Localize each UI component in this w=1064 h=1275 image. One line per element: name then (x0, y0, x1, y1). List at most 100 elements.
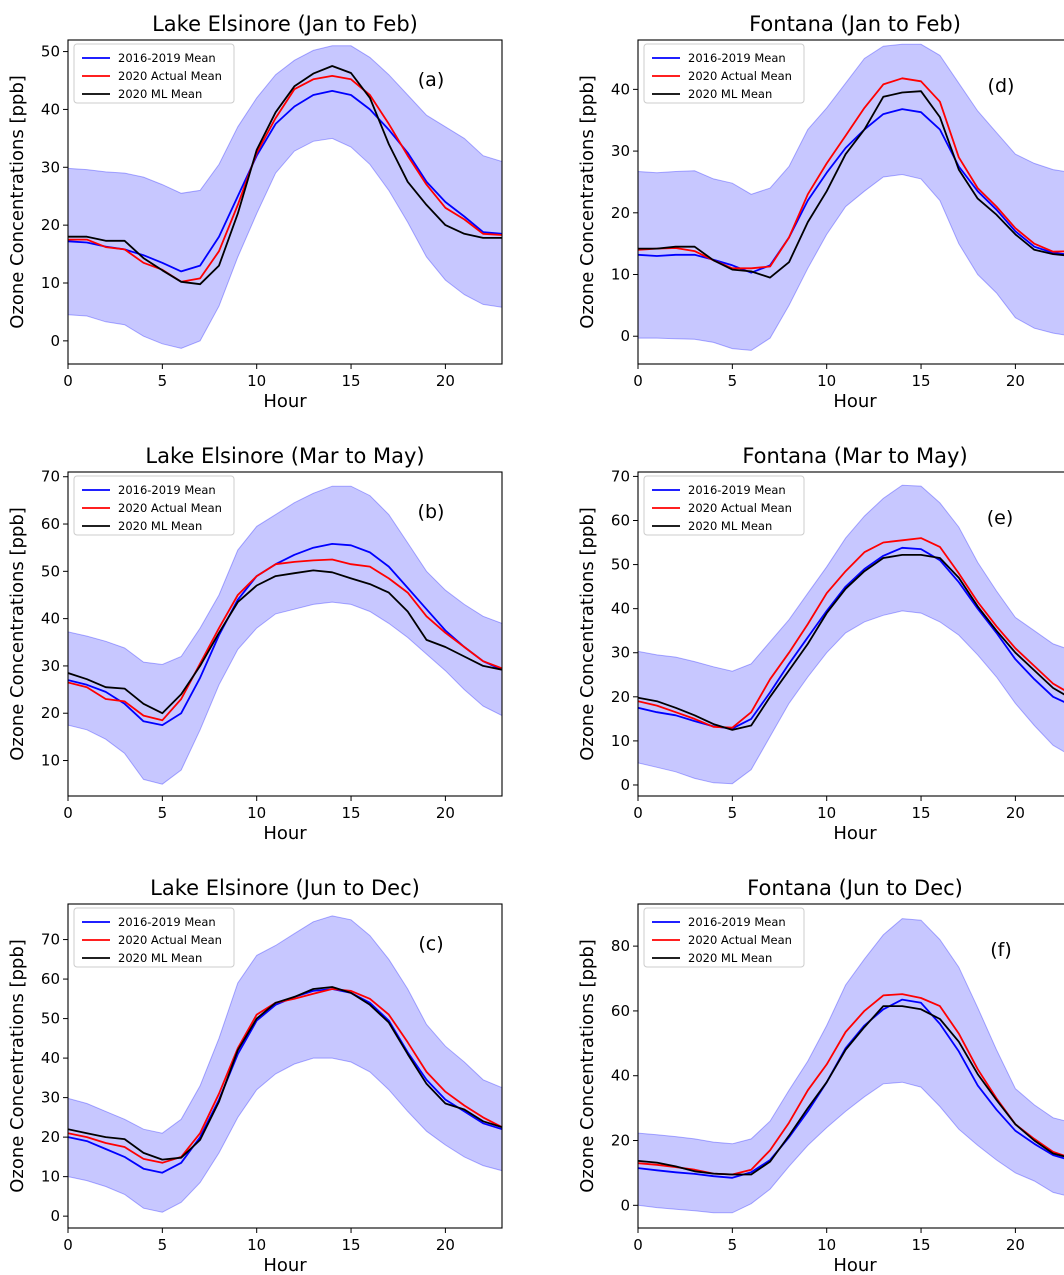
y-tick-label: 40 (611, 80, 630, 98)
legend-entry-3: 2020 ML Mean (688, 951, 772, 965)
legend-entry-2: 2020 Actual Mean (118, 69, 222, 83)
axes-frame (637, 903, 1064, 1229)
y-tick-label: 60 (611, 1002, 630, 1020)
legend-entry-1: 2016-2019 Mean (688, 51, 786, 65)
y-tick-label: 30 (41, 158, 60, 176)
chart-panel-5: 0 5 10 15 20 0 10 20 30 40 50 60 70 Lake Elsinore (Ju… (7, 876, 503, 1275)
range-band (638, 43, 1064, 351)
legend-entry-3: 2020 ML Mean (118, 87, 202, 101)
y-tick-label: 0 (620, 1196, 630, 1214)
series-line-1 (638, 998, 1064, 1179)
x-tick-label: 0 (63, 1236, 73, 1254)
series-line-2 (68, 558, 502, 722)
chart-title: Lake Elsinore (Mar to May) (145, 444, 424, 468)
x-axis-label: Hour (263, 1255, 307, 1275)
y-tick-label: 60 (41, 970, 60, 988)
range-band (638, 918, 1064, 1214)
x-tick-label: 5 (728, 804, 738, 822)
x-tick-label: 15 (341, 1236, 360, 1254)
legend-entry-2: 2020 Actual Mean (688, 933, 792, 947)
y-tick-label: 40 (611, 1067, 630, 1085)
series-line-2 (68, 75, 502, 283)
series-line-2 (68, 988, 502, 1164)
x-tick-label: 20 (1006, 804, 1025, 822)
y-tick-label: 50 (611, 556, 630, 574)
legend-entry-2: 2020 Actual Mean (118, 933, 222, 947)
y-tick-label: 30 (611, 142, 630, 160)
y-tick-label: 70 (611, 467, 630, 485)
legend: 2016-2019 Mean 2020 Actual Mean 2020 ML Me… (73, 475, 235, 536)
series-line-3 (638, 1005, 1064, 1176)
x-tick-label: 20 (436, 372, 455, 390)
x-tick-label: 15 (911, 1236, 930, 1254)
chart-title: Fontana (Mar to May) (742, 444, 967, 468)
x-axis-label: Hour (833, 1255, 877, 1275)
legend-box (73, 475, 235, 536)
legend: 2016-2019 Mean 2020 Actual Mean 2020 ML Me… (643, 43, 805, 104)
legend-box (73, 43, 235, 104)
legend-entry-3: 2020 ML Mean (688, 87, 772, 101)
x-tick-label: 10 (817, 1236, 836, 1254)
x-tick-label: 15 (341, 804, 360, 822)
legend-entry-1: 2016-2019 Mean (688, 915, 786, 929)
y-tick-label: 20 (611, 688, 630, 706)
y-tick-label: 40 (41, 100, 60, 118)
y-axis-label: Ozone Concentrations [ppb] (7, 507, 28, 761)
panel-label: (d) (988, 75, 1015, 97)
axes-frame (67, 471, 503, 797)
legend-entry-1: 2016-2019 Mean (688, 483, 786, 497)
x-tick-label: 20 (436, 1236, 455, 1254)
x-tick-label: 15 (911, 804, 930, 822)
x-tick-label: 20 (436, 804, 455, 822)
x-tick-label: 10 (247, 1236, 266, 1254)
x-tick-label: 5 (158, 372, 168, 390)
legend-entry-3: 2020 ML Mean (688, 519, 772, 533)
x-tick-label: 15 (341, 372, 360, 390)
range-band (68, 485, 502, 785)
x-tick-label: 20 (1006, 372, 1025, 390)
chart-title: Lake Elsinore (Jan to Feb) (152, 12, 418, 36)
plot-area (638, 918, 1064, 1214)
y-tick-label: 20 (611, 1132, 630, 1150)
y-tick-label: 0 (620, 776, 630, 794)
y-tick-label: 20 (41, 704, 60, 722)
panel-label: (b) (418, 501, 445, 523)
x-tick-label: 0 (63, 372, 73, 390)
x-tick-label: 0 (633, 372, 643, 390)
panel-label: (f) (990, 939, 1012, 961)
x-tick-label: 5 (728, 1236, 738, 1254)
panel-label: (e) (987, 507, 1014, 529)
x-tick-label: 10 (247, 372, 266, 390)
plot-area (68, 485, 502, 785)
x-tick-label: 5 (158, 1236, 168, 1254)
plot-area (68, 45, 502, 349)
x-tick-label: 5 (728, 372, 738, 390)
chart-panel-1: 0 5 10 15 20 0 10 20 30 40 50 Lake Elsinore (Jan to… (7, 12, 503, 412)
y-tick-label: 20 (611, 204, 630, 222)
x-tick-label: 20 (1006, 1236, 1025, 1254)
series-line-3 (638, 90, 1064, 279)
y-tick-label: 10 (41, 274, 60, 292)
chart-panel-4: 0 5 10 15 20 0 10 20 30 40 50 60 70 Fontana (Mar to M… (577, 444, 1064, 844)
y-axis-label: Ozone Concentrations [ppb] (577, 507, 598, 761)
y-tick-label: 50 (41, 43, 60, 61)
legend-entry-1: 2016-2019 Mean (118, 915, 216, 929)
y-tick-label: 70 (41, 931, 60, 949)
legend-entry-3: 2020 ML Mean (118, 951, 202, 965)
legend: 2016-2019 Mean 2020 Actual Mean 2020 ML Me… (73, 43, 235, 104)
legend-box (73, 907, 235, 968)
y-tick-label: 30 (41, 657, 60, 675)
series-line-1 (68, 543, 502, 726)
chart-title: Fontana (Jun to Dec) (747, 876, 963, 900)
legend: 2016-2019 Mean 2020 Actual Mean 2020 ML Me… (643, 475, 805, 536)
chart-panel-3: 0 5 10 15 20 10 20 30 40 50 60 70 Lake Elsinore (Mar… (7, 444, 503, 844)
legend-box (643, 475, 805, 536)
y-tick-label: 40 (41, 610, 60, 628)
plot-area (638, 43, 1064, 351)
y-tick-label: 30 (611, 644, 630, 662)
x-tick-label: 10 (817, 372, 836, 390)
x-tick-label: 10 (247, 804, 266, 822)
y-tick-label: 70 (41, 468, 60, 486)
legend-box (643, 43, 805, 104)
